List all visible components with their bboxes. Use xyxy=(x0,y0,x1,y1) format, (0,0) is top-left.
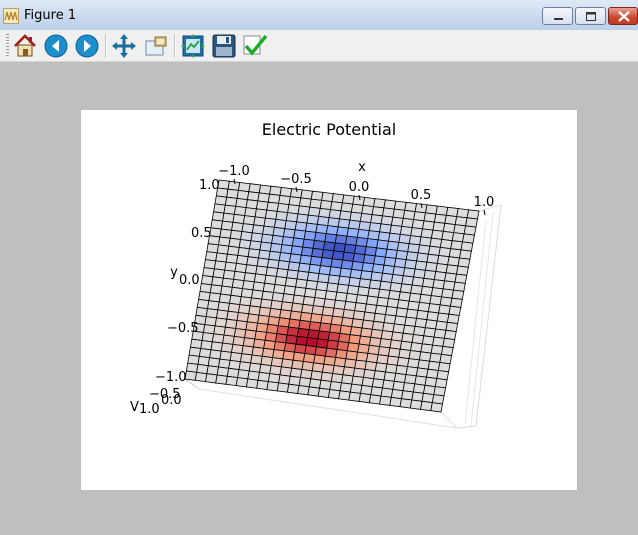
surface-cell xyxy=(286,383,300,394)
x-tick-label: −1.0 xyxy=(218,164,250,179)
x-tick-mark xyxy=(483,209,486,216)
surface-cell xyxy=(463,225,477,236)
toolbar-separator xyxy=(174,34,176,58)
z-tick-label: −0.5 xyxy=(149,387,181,402)
pane-gridline xyxy=(470,212,494,427)
subplots-button[interactable] xyxy=(180,33,206,59)
window-title: Figure 1 xyxy=(24,8,77,23)
surface-cell xyxy=(194,371,208,383)
pane-gridline xyxy=(464,219,487,425)
x-axis-label: x xyxy=(358,160,366,175)
surface-cell xyxy=(348,391,361,402)
surface-cell xyxy=(368,394,382,405)
surface-cell xyxy=(409,399,423,410)
y-tick-label: 0.5 xyxy=(191,226,212,241)
x-tick-mark xyxy=(358,194,361,201)
x-tick-mark xyxy=(295,186,298,193)
surface-cell xyxy=(389,396,402,408)
chart-title: Electric Potential xyxy=(262,120,396,139)
z-tick-label: 1.0 xyxy=(139,402,160,417)
surface-cell xyxy=(358,392,372,404)
home-button[interactable] xyxy=(12,33,38,59)
surface-cell xyxy=(338,390,351,401)
floor-edge xyxy=(184,378,200,390)
surface-cell xyxy=(266,381,280,392)
surface-cell xyxy=(225,375,239,387)
surface-cell xyxy=(276,382,290,393)
surface-cell xyxy=(235,377,249,388)
y-tick-label: 0.0 xyxy=(179,273,200,288)
window-titlebar: Figure 1 xyxy=(0,0,638,31)
surface-cell xyxy=(215,374,228,385)
close-icon xyxy=(618,11,630,22)
y-axis-label: y xyxy=(170,265,178,280)
toolbar-grip xyxy=(6,34,9,58)
surface-cell xyxy=(184,370,198,381)
surface-cell xyxy=(399,398,413,409)
close-button[interactable] xyxy=(608,7,638,25)
x-tick-label: 0.0 xyxy=(349,180,370,195)
z-axis-label: V xyxy=(130,400,139,415)
surface-cell xyxy=(205,373,218,384)
z-tick-label: 0.0 xyxy=(161,393,182,408)
surface-cell xyxy=(451,232,465,243)
checkmark-icon xyxy=(243,34,268,56)
surface-cell xyxy=(456,265,469,276)
x-tick-label: −0.5 xyxy=(280,172,312,187)
potential-surface xyxy=(184,179,480,413)
pan-button[interactable] xyxy=(111,33,137,59)
surface-cell xyxy=(430,402,443,413)
y-tick-label: 1.0 xyxy=(199,178,220,193)
surface-cell xyxy=(379,395,392,406)
arrow-right-icon xyxy=(75,34,99,58)
axes-panes xyxy=(184,204,502,429)
minimize-button[interactable] xyxy=(542,7,573,25)
restore-icon xyxy=(586,12,596,21)
navigation-toolbar xyxy=(0,30,638,62)
maximize-button[interactable] xyxy=(575,7,606,25)
minimize-icon xyxy=(554,18,563,20)
surface-cell xyxy=(317,387,331,398)
forward-button[interactable] xyxy=(74,33,100,59)
y-tick-label: −0.5 xyxy=(167,321,199,336)
x-tick-label: 1.0 xyxy=(474,195,495,210)
surface-cell xyxy=(420,400,433,412)
zoom-rect-icon xyxy=(145,36,167,56)
y-tick-label: −1.0 xyxy=(155,370,187,385)
surface-cell xyxy=(307,386,321,397)
x-tick-mark xyxy=(233,178,236,185)
app-wave-icon xyxy=(3,8,19,24)
figure-area: Electric Potential x −1.0 −0.5 0.0 0.5 1.0 y 1.0… xyxy=(81,110,577,490)
x-tick-mark xyxy=(420,202,423,209)
subplot-config-icon xyxy=(181,34,205,58)
save-button[interactable] xyxy=(211,33,237,59)
arrow-left-icon xyxy=(44,34,68,58)
surface-cell xyxy=(327,389,341,400)
edit-button[interactable] xyxy=(242,33,268,59)
back-button[interactable] xyxy=(43,33,69,59)
x-tick-label: 0.5 xyxy=(411,188,432,203)
toolbar-separator xyxy=(105,34,107,58)
surface-cell xyxy=(245,378,259,389)
surface-cell xyxy=(297,385,310,396)
back-pane-edge xyxy=(456,204,502,429)
home-icon xyxy=(14,34,36,57)
floppy-icon xyxy=(212,34,236,58)
zoom-button[interactable] xyxy=(143,33,169,59)
surface-cell xyxy=(256,379,269,391)
move-icon xyxy=(112,34,136,58)
